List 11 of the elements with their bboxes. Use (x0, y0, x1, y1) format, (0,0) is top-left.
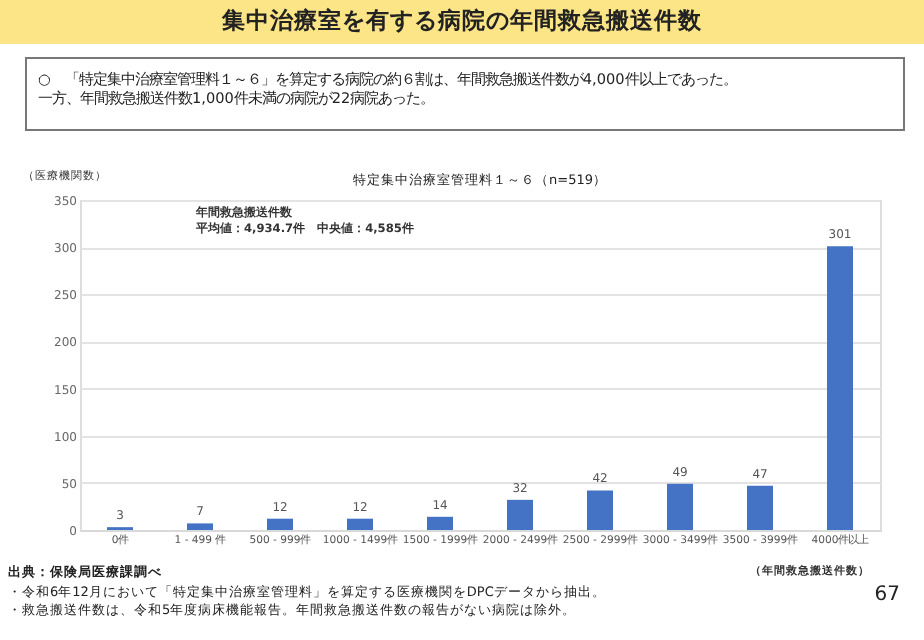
bar (507, 499, 533, 530)
bar (267, 518, 293, 530)
bar (747, 485, 773, 530)
bar (187, 523, 213, 530)
bar (427, 516, 453, 530)
bar (347, 518, 373, 530)
bar (667, 483, 693, 530)
bar (827, 246, 853, 530)
chart-title: 集中治療室を有する病院の年間救急搬送件数 (220, 6, 704, 34)
text: 67 (874, 584, 900, 606)
bar (587, 490, 613, 530)
